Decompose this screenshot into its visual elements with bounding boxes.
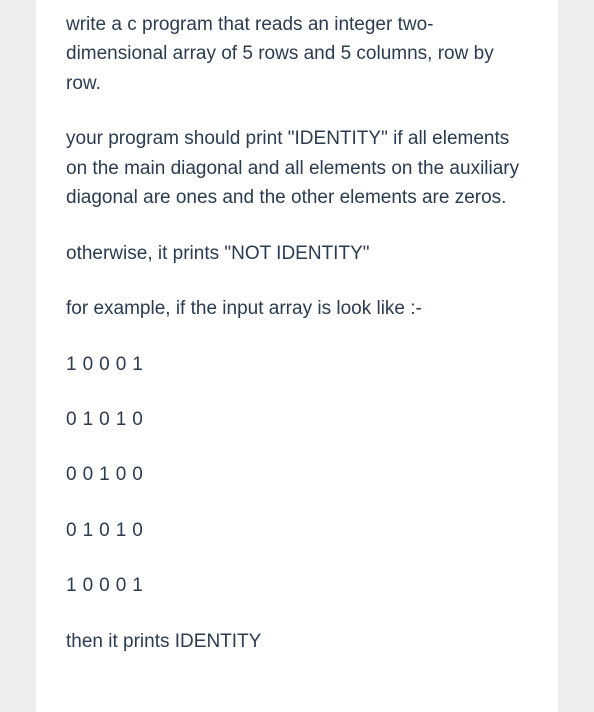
matrix-row-2: 01010: [66, 405, 528, 434]
matrix-row-4: 01010: [66, 516, 528, 545]
question-card: write a c program that reads an integer …: [36, 0, 558, 712]
closing-line: then it prints IDENTITY: [66, 627, 528, 656]
paragraph-3: otherwise, it prints "NOT IDENTITY": [66, 239, 528, 268]
paragraph-1: write a c program that reads an integer …: [66, 10, 528, 98]
paragraph-2: your program should print "IDENTITY" if …: [66, 124, 528, 212]
matrix-row-1: 10001: [66, 350, 528, 379]
paragraph-4: for example, if the input array is look …: [66, 294, 528, 323]
matrix-row-3: 00100: [66, 460, 528, 489]
matrix-row-5: 10001: [66, 571, 528, 600]
